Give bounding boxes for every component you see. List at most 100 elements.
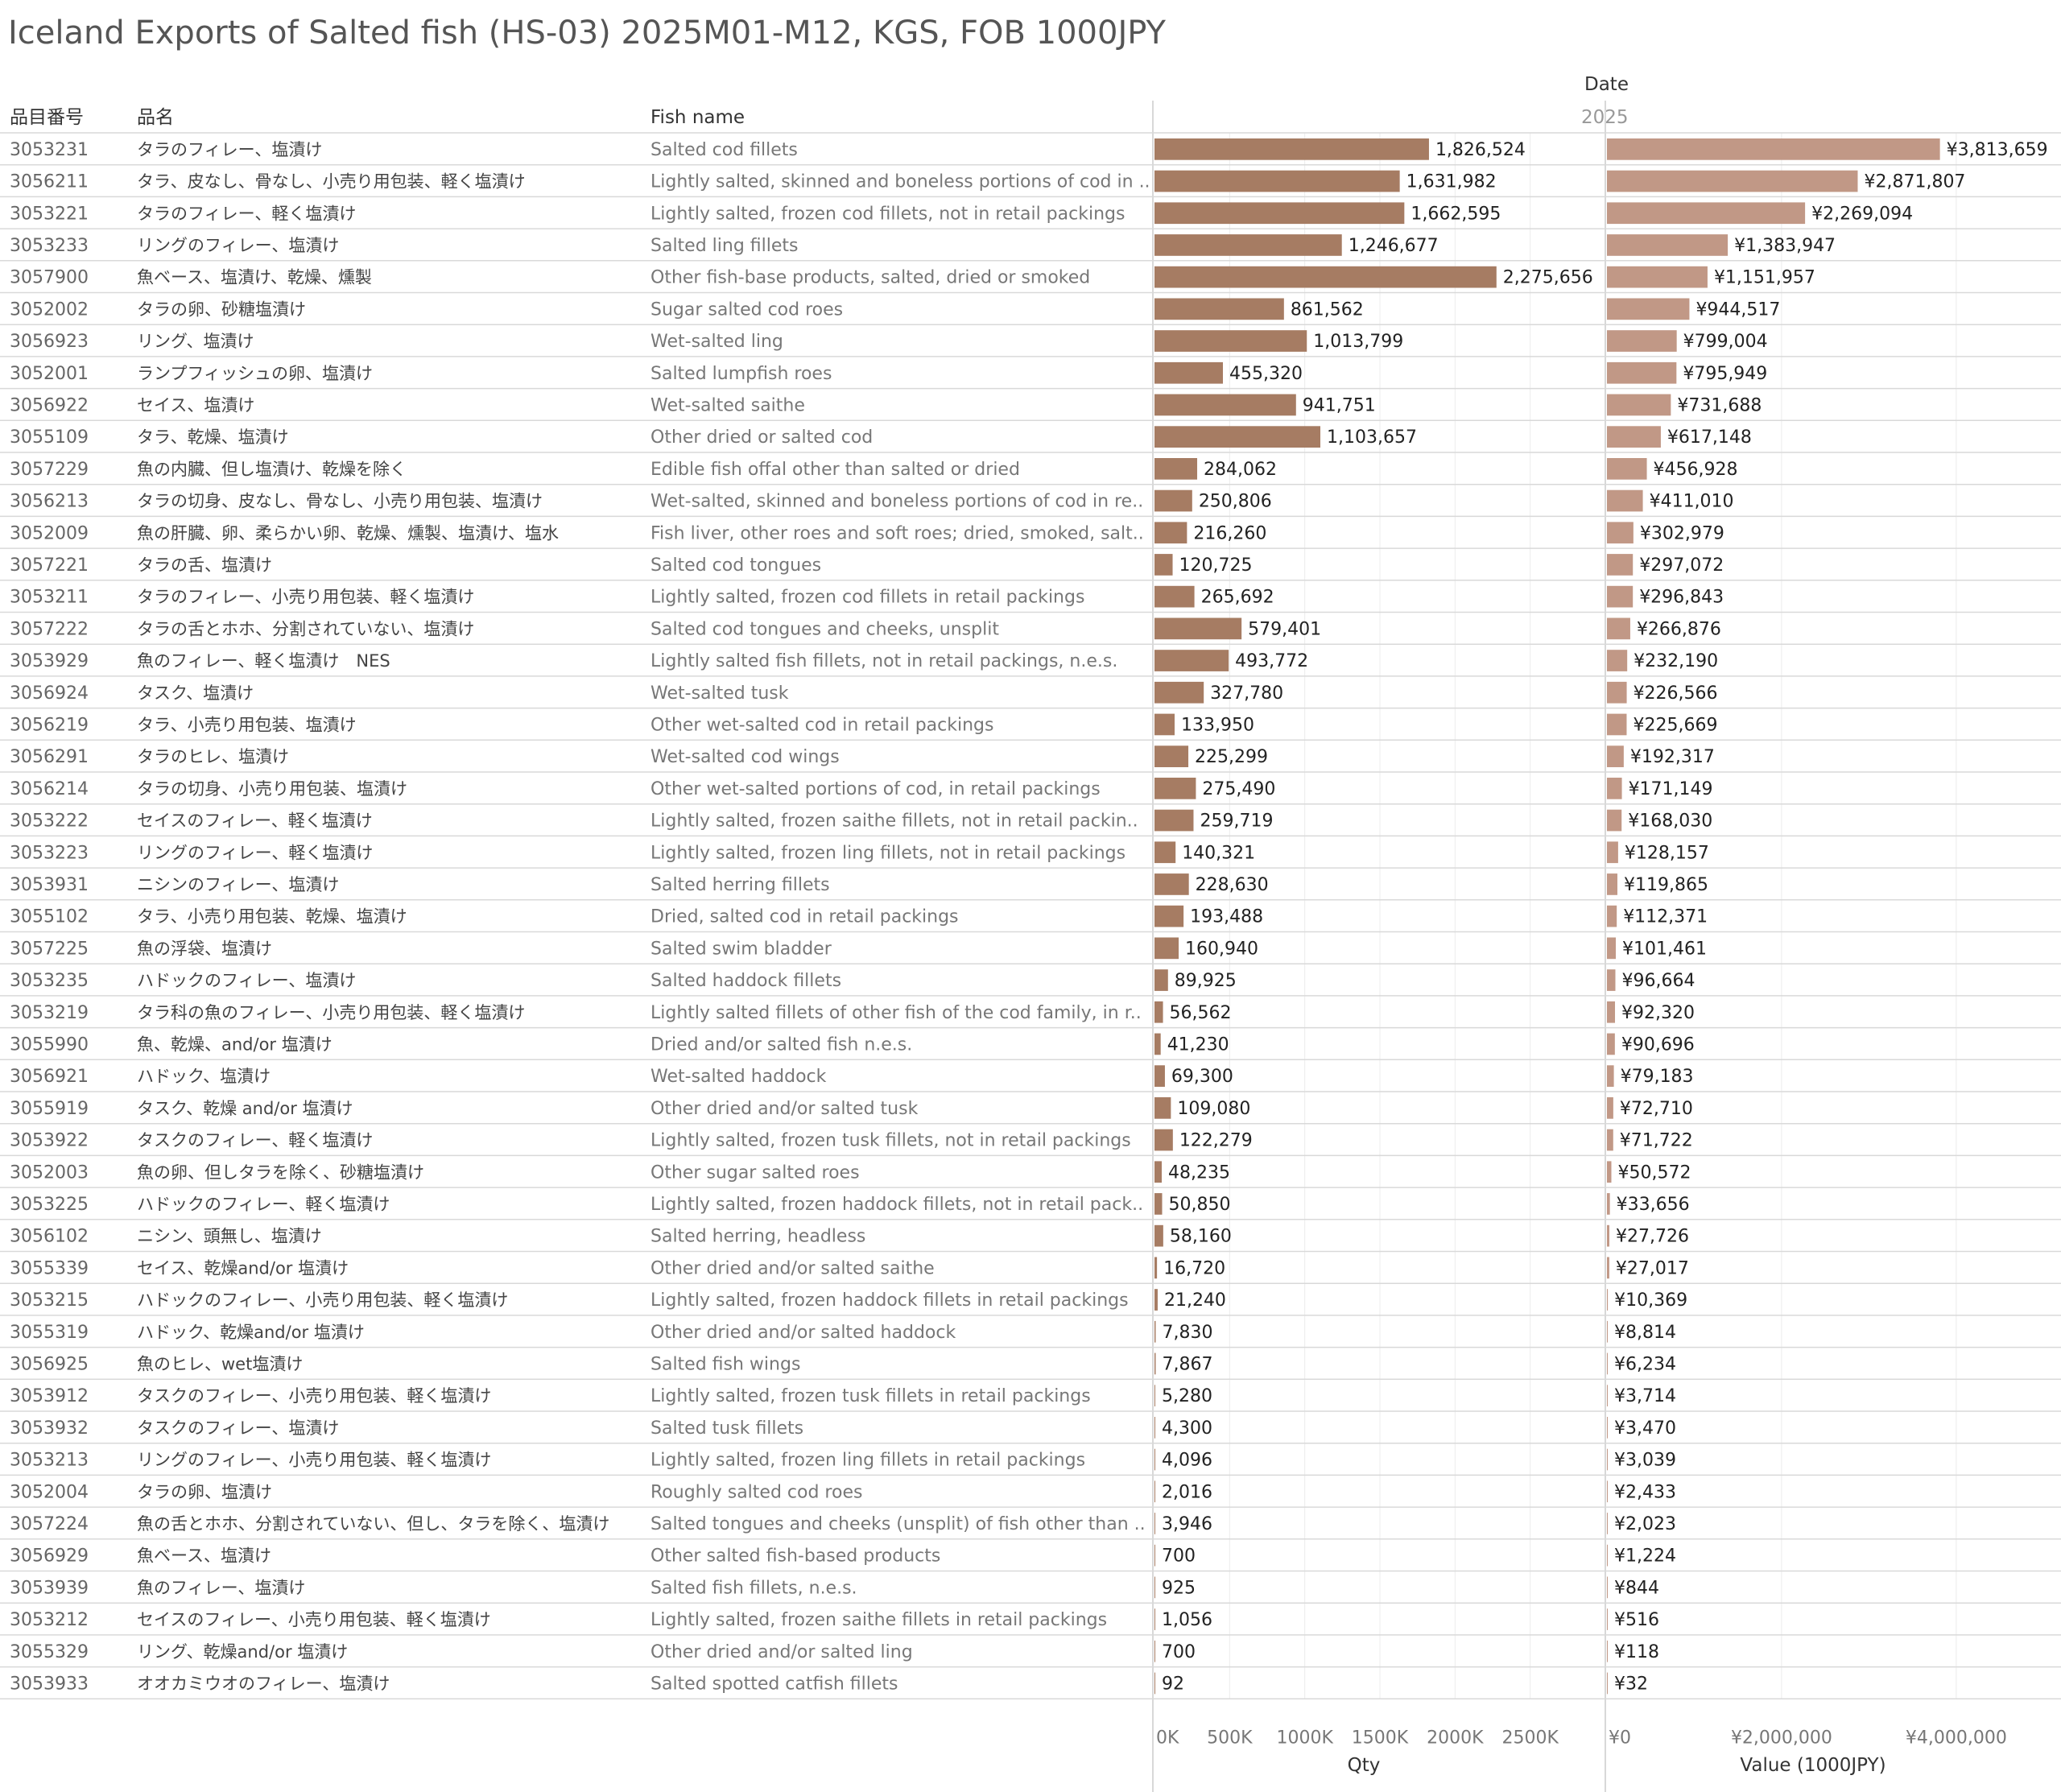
value-data-label: ¥617,148 [1667,427,1752,448]
qty-bar [1154,138,1429,160]
row-fish-name: Salted fish fillets, n.e.s. [651,1578,857,1598]
row-jp-name: タラの卵、砂糖塩漬け [137,299,306,319]
qty-bar [1154,745,1189,767]
value-data-label: ¥456,928 [1654,460,1738,480]
value-bar [1607,778,1622,799]
row-fish-name: Wet-salted tusk [651,683,789,704]
value-bar [1607,650,1628,671]
row-jp-name: タラ科の魚のフィレー、小売り用包装、軽く塩漬け [137,1003,525,1022]
row-code: 3057229 [10,460,89,480]
row-fish-name: Roughly salted cod roes [651,1482,862,1502]
row-code: 3056923 [10,332,89,352]
row-code: 3053215 [10,1290,89,1311]
qty-data-label: 861,562 [1291,299,1364,320]
qty-data-label: 50,850 [1168,1195,1230,1215]
qty-tick-label: 500K [1207,1728,1253,1748]
value-data-label: ¥2,023 [1614,1514,1676,1534]
qty-tick-label: 2500K [1501,1728,1559,1748]
value-data-label: ¥50,572 [1617,1162,1691,1183]
value-bar [1607,458,1647,480]
value-bar [1607,202,1806,225]
value-data-label: ¥2,433 [1614,1482,1676,1502]
value-data-label: ¥225,669 [1633,715,1717,735]
qty-tick-label: 2000K [1427,1728,1484,1748]
row-fish-name: Other wet-salted cod in retail packings [651,715,993,735]
row-code: 3053939 [10,1578,89,1598]
qty-bar [1154,585,1195,608]
value-bar [1607,1544,1608,1567]
row-code: 3056291 [10,747,89,767]
value-data-label: ¥33,656 [1617,1195,1690,1215]
qty-data-label: 4,300 [1162,1418,1212,1439]
row-jp-name: リングのフィレー、塩漬け [137,236,339,255]
value-bar [1607,170,1858,192]
value-bar [1607,713,1627,736]
row-code: 3053235 [10,971,89,991]
value-bar [1607,969,1616,991]
qty-data-label: 7,867 [1162,1354,1212,1374]
row-fish-name: Edible fish offal other than salted or d… [651,460,1020,480]
value-data-label: ¥2,269,094 [1811,204,1913,224]
qty-bar [1154,713,1175,736]
qty-bar [1154,170,1400,192]
qty-bar [1154,1640,1155,1662]
qty-data-label: 3,946 [1162,1514,1212,1534]
row-fish-name: Wet-salted ling [651,332,783,352]
qty-bar [1154,522,1187,544]
value-bar [1607,138,1940,160]
row-jp-name: セイス、乾燥and/or 塩漬け [137,1258,349,1278]
qty-bar [1154,1065,1165,1087]
row-code: 3053931 [10,875,89,895]
row-code: 3056929 [10,1546,89,1567]
row-jp-name: タラ、小売り用包装、乾燥、塩漬け [137,907,407,927]
value-data-label: ¥296,843 [1639,588,1724,608]
qty-data-label: 493,772 [1235,651,1308,671]
value-bar [1607,489,1643,512]
qty-data-label: 265,692 [1201,588,1274,608]
value-bar [1607,1640,1608,1662]
qty-data-label: 16,720 [1163,1258,1225,1278]
qty-bar [1154,1193,1163,1215]
value-bar [1607,585,1634,608]
row-fish-name: Lightly salted fish fillets, not in reta… [651,651,1117,671]
value-data-label: ¥1,383,947 [1734,236,1836,256]
value-data-label: ¥128,157 [1625,843,1709,863]
row-fish-name: Salted tusk fillets [651,1418,803,1439]
qty-bar [1154,778,1196,799]
row-code: 3053922 [10,1131,89,1151]
qty-data-label: 4,096 [1162,1451,1212,1471]
qty-data-label: 327,780 [1210,683,1283,704]
value-axis-title: Value (1000JPY) [1740,1755,1885,1776]
value-data-label: ¥226,566 [1634,683,1718,704]
qty-bar [1154,266,1497,288]
row-jp-name: タスク、乾燥 and/or 塩漬け [137,1099,353,1118]
value-data-label: ¥112,371 [1623,907,1708,927]
value-data-label: ¥266,876 [1637,619,1721,639]
row-fish-name: Other dried and/or salted haddock [651,1323,956,1343]
qty-bar [1154,1224,1163,1247]
row-fish-name: Salted lumpfish roes [651,364,832,384]
row-fish-name: Other salted fish-based products [651,1546,940,1567]
row-fish-name: Wet-salted, skinned and boneless portion… [651,492,1143,512]
value-data-label: ¥32 [1614,1674,1648,1694]
row-jp-name: ハドックのフィレー、塩漬け [137,971,356,990]
row-code: 3057225 [10,939,89,959]
value-bar [1607,873,1618,895]
value-data-label: ¥1,151,957 [1714,268,1815,288]
row-fish-name: Other fish-base products, salted, dried … [651,268,1090,288]
qty-data-label: 1,103,657 [1327,427,1417,448]
row-fish-name: Salted fish wings [651,1354,800,1374]
row-code: 3056219 [10,715,89,735]
qty-bar [1154,554,1173,576]
row-fish-name: Lightly salted, skinned and boneless por… [651,172,1150,192]
value-data-label: ¥192,317 [1630,747,1715,767]
value-bar [1607,1417,1608,1439]
row-code: 3053231 [10,140,89,160]
row-fish-name: Dried, salted cod in retail packings [651,907,959,927]
qty-bar [1154,1289,1158,1311]
qty-bar [1154,298,1284,320]
value-bar [1607,1352,1608,1375]
qty-data-label: 120,725 [1179,555,1253,576]
value-bar [1607,1161,1612,1183]
